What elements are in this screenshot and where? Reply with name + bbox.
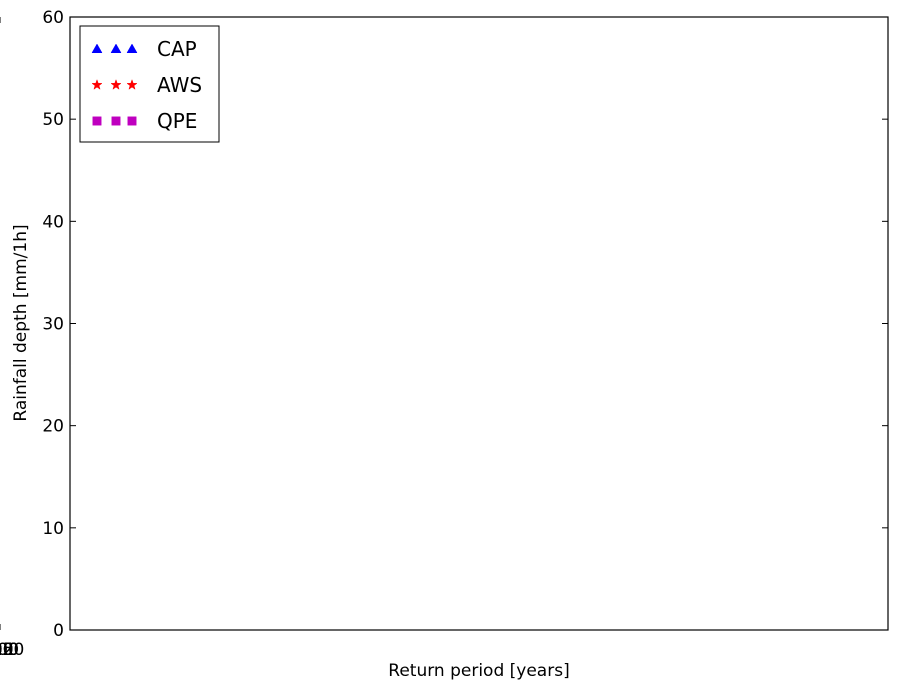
x-axis-title: Return period [years] — [388, 661, 569, 681]
aws-legend-marker — [91, 79, 103, 90]
qpe-point — [0, 441, 8, 449]
qpe-point — [0, 450, 8, 458]
legend-box — [79, 25, 220, 143]
qpe-point — [0, 286, 8, 294]
qpe-point — [0, 484, 8, 492]
qpe-legend-marker — [92, 116, 102, 126]
qpe-point — [0, 487, 8, 495]
axis-ticks: 0.20.51.02.05.010.020.050.0100.0 0 10 20 30 4… — [0, 8, 888, 660]
qpe-point — [0, 501, 8, 509]
x-tick-label: 0.2 — [0, 640, 14, 660]
x-tick-label: 20.0 — [0, 640, 19, 660]
data-markers — [0, 237, 8, 510]
x-tick-label: 2.0 — [0, 640, 14, 660]
qpe-point — [0, 480, 8, 488]
qpe-point — [0, 494, 8, 502]
aws-legend-label: AWS — [157, 73, 202, 97]
y-tick-label: 60 — [42, 8, 64, 28]
qpe-point — [0, 461, 8, 469]
qpe-point — [0, 447, 8, 455]
x-tick-label: 100.0 — [0, 640, 24, 660]
qpe-point — [0, 490, 8, 498]
qpe-point — [0, 458, 8, 466]
qpe-point — [0, 438, 8, 446]
cap-legend-label: CAP — [157, 37, 197, 61]
y-tick-label: 10 — [42, 519, 64, 539]
qpe-point — [0, 440, 8, 448]
qpe-point — [0, 370, 8, 378]
qpe-legend-marker — [111, 116, 121, 126]
aws-legend-marker — [110, 79, 122, 90]
qpe-legend-marker — [127, 116, 137, 126]
y-tick-label: 50 — [42, 110, 64, 130]
y-tick-label: 40 — [42, 212, 64, 232]
qpe-point — [0, 476, 8, 484]
y-tick-label: 20 — [42, 417, 64, 437]
y-tick-label: 30 — [42, 315, 64, 335]
aws-legend-marker — [126, 79, 138, 90]
qpe-point — [0, 362, 8, 370]
legend: CAP AWS QPE — [79, 25, 220, 143]
qpe-point — [0, 469, 8, 477]
cap-legend-marker — [110, 43, 122, 53]
x-tick-label: 1.0 — [0, 640, 14, 660]
qpe-point — [0, 497, 8, 505]
qpe-point — [0, 489, 8, 497]
qpe-legend-label: QPE — [157, 109, 197, 133]
cap-legend-marker — [126, 43, 138, 53]
x-tick-label: 0.5 — [0, 640, 14, 660]
qpe-point — [0, 472, 8, 480]
cap-legend-marker — [91, 43, 103, 53]
qpe-point — [0, 448, 8, 456]
x-tick-label: 5.0 — [0, 640, 14, 660]
qpe-point — [0, 390, 8, 398]
qpe-point — [0, 478, 8, 486]
x-tick-label: 10.0 — [0, 640, 19, 660]
qpe-point — [0, 321, 8, 329]
y-axis-title: Rainfall depth [mm/1h] — [11, 224, 31, 421]
y-tick-label: 0 — [53, 621, 64, 641]
qpe-point — [0, 453, 8, 461]
plot-frame — [69, 16, 889, 631]
qpe-point — [0, 474, 8, 482]
qpe-point — [0, 237, 8, 245]
x-tick-label: 50.0 — [0, 640, 19, 660]
